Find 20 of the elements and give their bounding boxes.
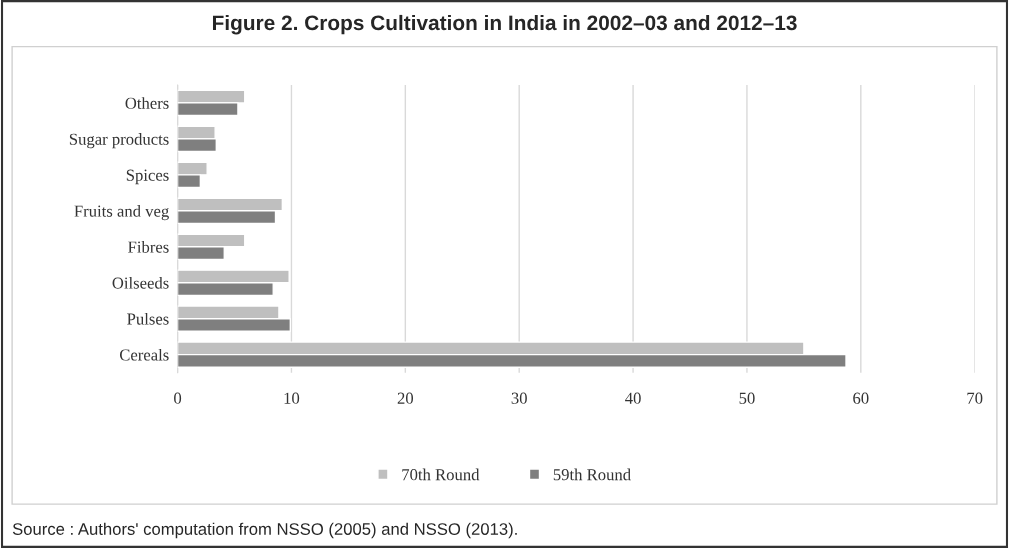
x-tick-label: 70 (967, 392, 983, 404)
y-tick-label: Oilseeds (112, 276, 169, 289)
x-tick-label: 30 (511, 392, 527, 404)
y-tick-label: Fibres (128, 240, 169, 253)
legend-label: 59th Round (553, 468, 631, 481)
x-tick-label: 40 (625, 392, 641, 404)
x-tick-label: 10 (284, 392, 300, 404)
y-tick-label: Fruits and veg (74, 205, 169, 221)
y-tick-label: Spices (126, 169, 169, 185)
y-tick-label: Sugar products (69, 133, 169, 149)
x-tick-label: 20 (397, 392, 414, 404)
y-tick-label: Others (125, 97, 169, 109)
legend-label: 70th Round (402, 468, 480, 481)
x-tick-label: 60 (853, 392, 869, 404)
x-tick-label: 0 (174, 392, 182, 404)
source-note: Source : Authors' computation from NSSO (2005) and NSSO (2013). (12, 522, 517, 539)
x-tick-label: 50 (739, 392, 755, 404)
y-tick-label: Pulses (127, 312, 169, 325)
chart-title: Figure 2. Crops Cultivation in India in 2002–03 and 2012–13 (212, 14, 797, 35)
y-tick-label: Cereals (119, 348, 169, 361)
